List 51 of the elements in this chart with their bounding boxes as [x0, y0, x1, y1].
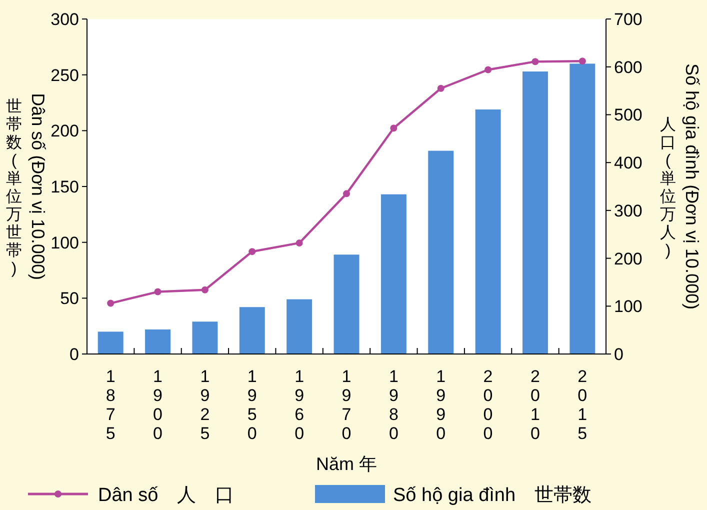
point [437, 84, 444, 92]
bar [570, 64, 596, 354]
bar [428, 150, 454, 354]
point [107, 300, 114, 307]
point [390, 124, 398, 132]
point [484, 66, 492, 74]
point [248, 248, 256, 256]
x-tick-label: 1980 [388, 367, 398, 443]
bar [145, 329, 171, 354]
legend-label: Dân số 人 口 [98, 485, 234, 506]
x-tick-label: 1925 [200, 367, 210, 443]
point [532, 58, 539, 66]
y2-tick-label: 300 [614, 201, 642, 220]
x-tick-label: 2000 [483, 367, 493, 443]
point [578, 58, 586, 65]
x-tick-label: 2010 [530, 367, 540, 443]
bar [98, 332, 124, 354]
y-tick-label: 250 [50, 66, 79, 85]
bar [239, 307, 265, 354]
y2-tick-label: 400 [614, 154, 642, 173]
y2-tick-label: 0 [614, 345, 624, 364]
y-tick-label: 50 [60, 289, 79, 308]
legend-label: Số hộ gia đình 世帯数 [393, 485, 592, 506]
y2-tick-label: 700 [614, 10, 642, 29]
x-axis-title: Năm 年 [316, 454, 378, 474]
x-tick-label: 1950 [247, 367, 257, 443]
y-tick-label: 200 [50, 122, 79, 141]
y2-tick-label: 600 [614, 58, 642, 77]
y-tick-label: 0 [70, 345, 79, 364]
y-tick-label: 100 [50, 233, 79, 252]
bar [334, 254, 360, 354]
bar [286, 299, 312, 354]
y2-tick-label: 500 [614, 106, 642, 125]
y2-tick-label: 100 [614, 297, 642, 316]
y2-tick-label: 200 [614, 249, 642, 268]
point [343, 190, 350, 198]
x-tick-label: 2015 [578, 367, 588, 443]
bar [522, 71, 548, 354]
bar [192, 322, 218, 354]
y-tick-label: 150 [50, 178, 79, 196]
point [296, 239, 303, 246]
point [154, 288, 162, 296]
x-tick-label: 1875 [106, 367, 116, 443]
bar [475, 109, 501, 354]
x-tick-label: 1970 [342, 367, 352, 443]
x-tick-label: 1990 [436, 367, 446, 443]
point [201, 286, 208, 294]
x-tick-label: 1960 [294, 367, 304, 443]
x-tick-label: 1900 [153, 367, 163, 443]
y-tick-label: 300 [50, 10, 79, 29]
bar [380, 194, 406, 354]
